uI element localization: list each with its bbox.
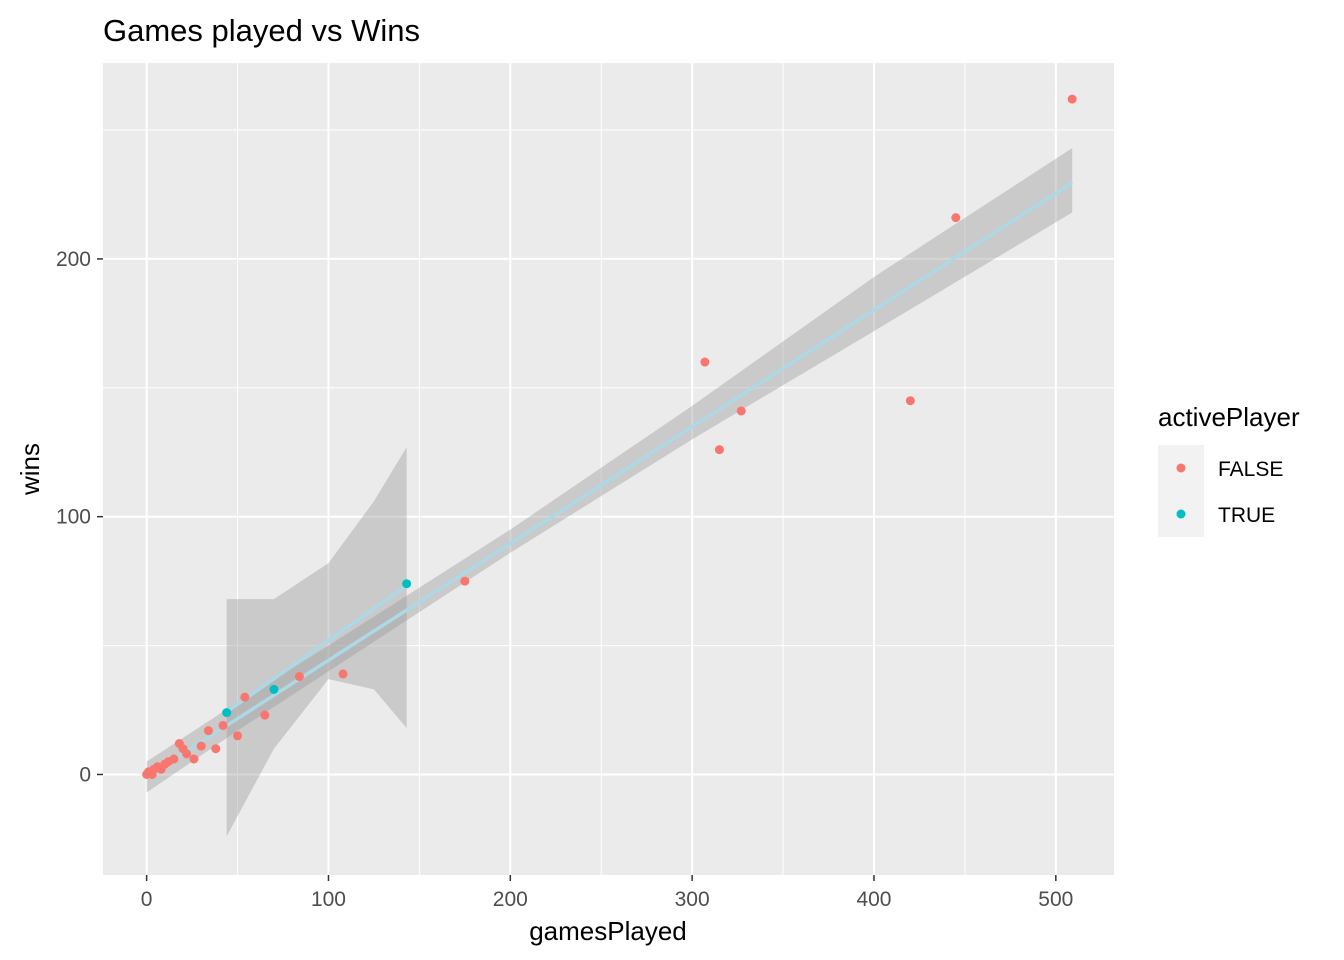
legend-swatch-true bbox=[1176, 509, 1186, 519]
chart-title: Games played vs Wins bbox=[103, 13, 420, 48]
point-true bbox=[269, 684, 279, 694]
confidence-bands bbox=[146, 148, 1073, 837]
point-false bbox=[714, 445, 724, 455]
minor-gridlines bbox=[103, 63, 1114, 875]
point-false bbox=[182, 749, 192, 759]
point-false bbox=[460, 576, 470, 586]
legend-title: activePlayer bbox=[1158, 402, 1300, 432]
y-tick-label: 100 bbox=[56, 506, 91, 529]
point-false bbox=[218, 720, 228, 730]
point-false bbox=[1067, 94, 1077, 104]
y-axis-ticks: 0 100 200 bbox=[56, 248, 103, 786]
point-false bbox=[233, 731, 243, 741]
point-false bbox=[700, 357, 710, 367]
x-tick-label: 300 bbox=[675, 888, 710, 911]
legend: activePlayer FALSE TRUE bbox=[1158, 402, 1300, 537]
x-tick-label: 500 bbox=[1038, 888, 1073, 911]
confidence-band-true bbox=[226, 447, 407, 837]
point-false bbox=[203, 726, 213, 736]
point-false bbox=[294, 672, 304, 682]
data-points bbox=[142, 94, 1077, 779]
point-false bbox=[338, 669, 348, 679]
point-false bbox=[951, 213, 961, 223]
point-false bbox=[196, 741, 206, 751]
confidence-band-false bbox=[146, 148, 1073, 793]
x-axis-title: gamesPlayed bbox=[529, 916, 687, 946]
x-tick-label: 0 bbox=[141, 888, 153, 911]
point-false bbox=[189, 754, 199, 764]
legend-label-false: FALSE bbox=[1218, 458, 1283, 481]
point-false bbox=[240, 692, 250, 702]
point-false bbox=[260, 710, 270, 720]
x-tick-label: 100 bbox=[311, 888, 346, 911]
x-tick-label: 200 bbox=[493, 888, 528, 911]
x-tick-label: 400 bbox=[856, 888, 891, 911]
y-tick-label: 0 bbox=[79, 763, 91, 786]
major-gridlines bbox=[103, 63, 1114, 875]
legend-swatch-false bbox=[1176, 463, 1186, 473]
plot-panel bbox=[103, 63, 1114, 875]
y-tick-label: 200 bbox=[56, 248, 91, 271]
point-true bbox=[402, 579, 412, 589]
point-false bbox=[211, 744, 221, 754]
x-axis-ticks: 0 100 200 300 400 500 bbox=[141, 875, 1073, 911]
trend-line-true bbox=[225, 584, 408, 714]
point-false bbox=[736, 406, 746, 416]
point-false bbox=[169, 754, 179, 764]
y-axis-title: wins bbox=[15, 443, 45, 496]
point-true bbox=[222, 708, 232, 718]
legend-label-true: TRUE bbox=[1218, 504, 1275, 527]
point-false bbox=[905, 396, 915, 406]
